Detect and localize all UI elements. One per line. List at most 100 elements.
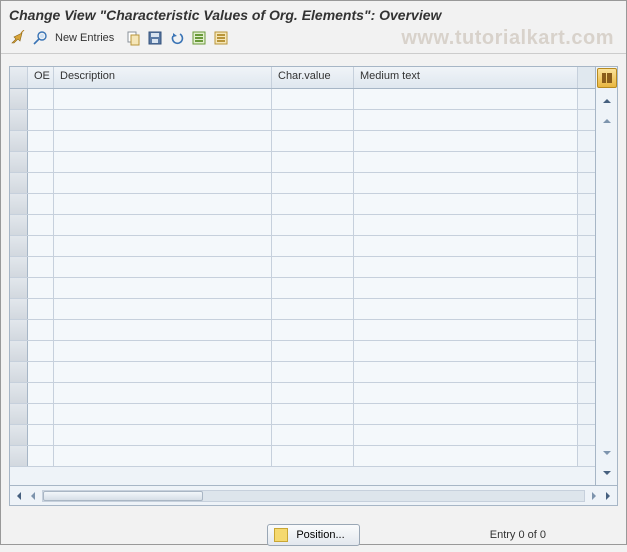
table-row[interactable] — [10, 278, 595, 299]
cell-description[interactable] — [54, 236, 272, 256]
cell-medium-text[interactable] — [354, 257, 578, 277]
cell-description[interactable] — [54, 446, 272, 466]
cell-medium-text[interactable] — [354, 131, 578, 151]
row-selector[interactable] — [10, 383, 28, 403]
cell-medium-text[interactable] — [354, 215, 578, 235]
hscroll-thumb[interactable] — [43, 491, 203, 501]
new-entries-button[interactable]: New Entries — [53, 32, 120, 44]
table-row[interactable] — [10, 215, 595, 236]
cell-medium-text[interactable] — [354, 152, 578, 172]
cell-oe[interactable] — [28, 236, 54, 256]
table-row[interactable] — [10, 173, 595, 194]
cell-oe[interactable] — [28, 299, 54, 319]
table-row[interactable] — [10, 320, 595, 341]
scroll-first-icon[interactable] — [12, 489, 26, 503]
scroll-last-icon[interactable] — [601, 489, 615, 503]
cell-char-value[interactable] — [272, 236, 354, 256]
cell-medium-text[interactable] — [354, 362, 578, 382]
cell-oe[interactable] — [28, 446, 54, 466]
table-row[interactable] — [10, 152, 595, 173]
cell-medium-text[interactable] — [354, 341, 578, 361]
row-selector[interactable] — [10, 215, 28, 235]
other-view-icon[interactable] — [31, 29, 49, 47]
cell-description[interactable] — [54, 131, 272, 151]
cell-oe[interactable] — [28, 404, 54, 424]
cell-char-value[interactable] — [272, 257, 354, 277]
scroll-top-icon[interactable] — [599, 93, 615, 109]
cell-description[interactable] — [54, 383, 272, 403]
cell-oe[interactable] — [28, 152, 54, 172]
cell-oe[interactable] — [28, 131, 54, 151]
cell-char-value[interactable] — [272, 173, 354, 193]
cell-char-value[interactable] — [272, 362, 354, 382]
scroll-bottom-icon[interactable] — [599, 465, 615, 481]
cell-description[interactable] — [54, 278, 272, 298]
row-selector[interactable] — [10, 194, 28, 214]
row-selector[interactable] — [10, 131, 28, 151]
row-selector[interactable] — [10, 110, 28, 130]
cell-oe[interactable] — [28, 110, 54, 130]
cell-oe[interactable] — [28, 362, 54, 382]
cell-medium-text[interactable] — [354, 404, 578, 424]
copy-icon[interactable] — [124, 29, 142, 47]
cell-medium-text[interactable] — [354, 299, 578, 319]
cell-medium-text[interactable] — [354, 446, 578, 466]
row-selector[interactable] — [10, 89, 28, 109]
cell-char-value[interactable] — [272, 131, 354, 151]
table-row[interactable] — [10, 299, 595, 320]
cell-medium-text[interactable] — [354, 89, 578, 109]
cell-char-value[interactable] — [272, 320, 354, 340]
deselect-all-icon[interactable] — [212, 29, 230, 47]
cell-medium-text[interactable] — [354, 320, 578, 340]
toggle-display-icon[interactable] — [9, 29, 27, 47]
scroll-right-icon[interactable] — [587, 489, 601, 503]
cell-char-value[interactable] — [272, 404, 354, 424]
cell-char-value[interactable] — [272, 110, 354, 130]
cell-description[interactable] — [54, 362, 272, 382]
cell-oe[interactable] — [28, 257, 54, 277]
row-selector[interactable] — [10, 446, 28, 466]
cell-description[interactable] — [54, 194, 272, 214]
row-selector[interactable] — [10, 425, 28, 445]
row-selector[interactable] — [10, 362, 28, 382]
row-selector[interactable] — [10, 320, 28, 340]
cell-char-value[interactable] — [272, 278, 354, 298]
table-row[interactable] — [10, 110, 595, 131]
row-selector[interactable] — [10, 257, 28, 277]
table-row[interactable] — [10, 257, 595, 278]
cell-medium-text[interactable] — [354, 425, 578, 445]
cell-medium-text[interactable] — [354, 173, 578, 193]
row-selector[interactable] — [10, 152, 28, 172]
scroll-down-icon[interactable] — [599, 445, 615, 461]
scroll-up-icon[interactable] — [599, 113, 615, 129]
cell-char-value[interactable] — [272, 152, 354, 172]
cell-oe[interactable] — [28, 194, 54, 214]
cell-char-value[interactable] — [272, 194, 354, 214]
cell-description[interactable] — [54, 425, 272, 445]
cell-description[interactable] — [54, 320, 272, 340]
table-row[interactable] — [10, 383, 595, 404]
cell-char-value[interactable] — [272, 89, 354, 109]
table-configure-icon[interactable] — [597, 68, 617, 88]
cell-description[interactable] — [54, 215, 272, 235]
table-row[interactable] — [10, 446, 595, 467]
table-row[interactable] — [10, 131, 595, 152]
cell-oe[interactable] — [28, 89, 54, 109]
table-row[interactable] — [10, 425, 595, 446]
table-row[interactable] — [10, 236, 595, 257]
table-row[interactable] — [10, 194, 595, 215]
cell-char-value[interactable] — [272, 299, 354, 319]
cell-oe[interactable] — [28, 425, 54, 445]
select-all-icon[interactable] — [190, 29, 208, 47]
column-medium-text[interactable]: Medium text — [354, 67, 578, 88]
cell-char-value[interactable] — [272, 425, 354, 445]
row-selector[interactable] — [10, 236, 28, 256]
cell-medium-text[interactable] — [354, 194, 578, 214]
row-selector[interactable] — [10, 278, 28, 298]
cell-oe[interactable] — [28, 341, 54, 361]
cell-description[interactable] — [54, 173, 272, 193]
cell-char-value[interactable] — [272, 215, 354, 235]
cell-char-value[interactable] — [272, 446, 354, 466]
hscroll-track[interactable] — [42, 490, 585, 502]
cell-description[interactable] — [54, 404, 272, 424]
